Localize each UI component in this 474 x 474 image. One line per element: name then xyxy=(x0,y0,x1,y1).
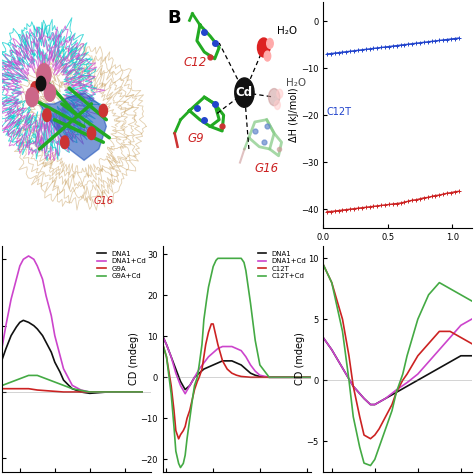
Y-axis label: ΔH (kJ/mol): ΔH (kJ/mol) xyxy=(289,88,299,143)
Y-axis label: CD (mdeg): CD (mdeg) xyxy=(295,332,305,385)
Text: G16: G16 xyxy=(93,196,113,206)
Circle shape xyxy=(235,78,254,107)
Circle shape xyxy=(61,136,69,148)
Circle shape xyxy=(257,38,270,57)
Circle shape xyxy=(99,104,108,117)
Circle shape xyxy=(87,127,96,139)
Text: H₂O: H₂O xyxy=(277,26,297,36)
Text: Cd: Cd xyxy=(236,86,253,99)
Circle shape xyxy=(274,100,280,109)
Legend: DNA1, DNA1+Cd, G9A, G9A+Cd: DNA1, DNA1+Cd, G9A, G9A+Cd xyxy=(96,249,147,281)
Legend: DNA1, DNA1+Cd, C12T, C12T+Cd: DNA1, DNA1+Cd, C12T, C12T+Cd xyxy=(256,249,308,281)
Circle shape xyxy=(264,51,271,61)
Text: C12: C12 xyxy=(184,55,207,69)
Circle shape xyxy=(36,76,46,91)
Text: C12T: C12T xyxy=(326,107,351,117)
Text: B: B xyxy=(167,9,181,27)
Text: G16: G16 xyxy=(255,162,279,174)
Polygon shape xyxy=(39,92,106,160)
Circle shape xyxy=(268,89,280,106)
Circle shape xyxy=(267,38,273,48)
Text: H₂O: H₂O xyxy=(286,78,306,88)
Circle shape xyxy=(44,84,55,101)
Circle shape xyxy=(277,89,283,98)
Circle shape xyxy=(37,64,51,85)
Circle shape xyxy=(43,109,51,121)
Text: G9: G9 xyxy=(187,132,204,145)
Y-axis label: CD (mdeg): CD (mdeg) xyxy=(129,332,139,385)
Circle shape xyxy=(31,82,39,94)
Circle shape xyxy=(26,88,38,107)
X-axis label: M: M xyxy=(393,247,401,257)
